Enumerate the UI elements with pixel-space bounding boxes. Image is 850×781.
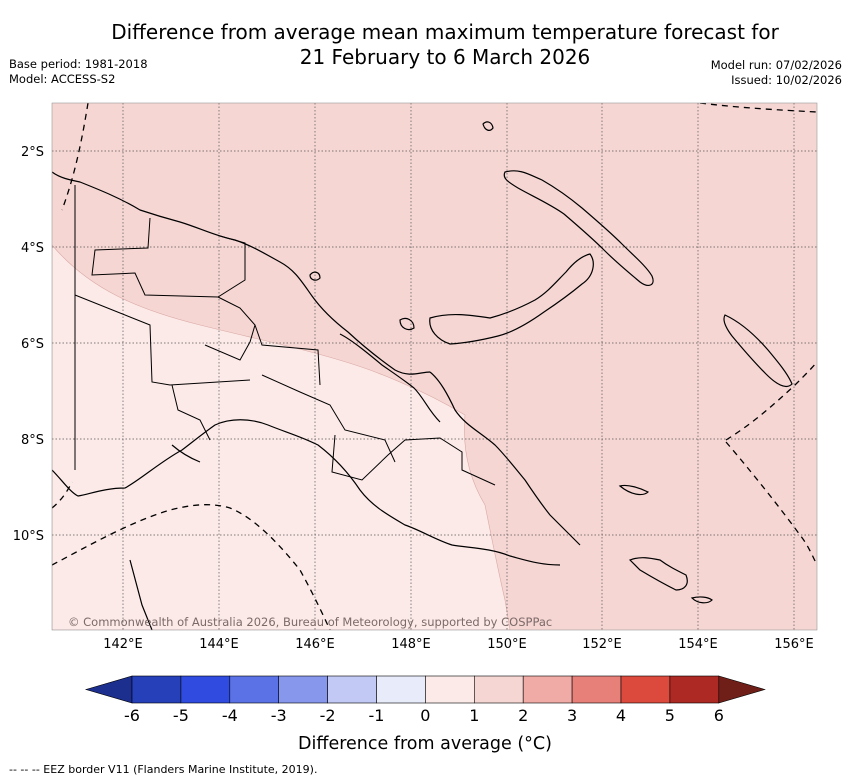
anomaly-region-0-1 — [52, 244, 511, 630]
colorbar-box — [425, 675, 475, 704]
gridlines — [52, 103, 817, 630]
karkar-island — [309, 271, 321, 281]
base-period: Base period: 1981-2018 — [9, 57, 148, 71]
colorbar-box — [327, 675, 377, 704]
colorbar-tick-label: -4 — [222, 706, 238, 725]
manus-island — [482, 121, 494, 131]
colorbar-tick-label: 0 — [420, 706, 430, 725]
lon-label-142e: 142°E — [103, 637, 143, 652]
colorbar-box — [620, 675, 671, 704]
title-line-2: 21 February to 6 March 2026 — [299, 45, 591, 69]
lat-label-6s: 6°S — [21, 337, 44, 352]
base-info: Base period: 1981-2018 Model: ACCESS-S2 — [9, 57, 148, 87]
lat-label-8s: 8°S — [21, 433, 44, 448]
lat-label-10s: 10°S — [13, 529, 44, 544]
louisiade-archipelago — [690, 596, 713, 604]
colorbar-tick-label: 4 — [616, 706, 626, 725]
dentrecasteaux-islands — [628, 557, 688, 591]
new-ireland — [503, 170, 654, 286]
colorbar-tick-label: 2 — [518, 706, 528, 725]
colorbar-box — [131, 675, 182, 704]
colorbar-tick-label: -5 — [173, 706, 189, 725]
colorbar-box — [278, 675, 328, 704]
colorbar-extend-low — [84, 675, 133, 704]
papuan-peninsula-north — [429, 371, 581, 546]
lon-label-154e: 154°E — [678, 637, 718, 652]
new-guinea-south-coast — [52, 419, 561, 566]
colorbar-box — [473, 675, 524, 704]
colorbar-box — [669, 675, 720, 704]
colorbar-tick-label: -2 — [320, 706, 336, 725]
colorbar-box — [180, 675, 231, 704]
lat-label-4s: 4°S — [21, 241, 44, 256]
colorbar-tick-label: -6 — [124, 706, 140, 725]
model-name: Model: ACCESS-S2 — [9, 72, 116, 86]
issued-date: Issued: 10/02/2026 — [731, 73, 842, 87]
trobriand-islands — [618, 484, 650, 496]
lat-label-2s: 2°S — [21, 145, 44, 160]
fly-river-estuary — [171, 444, 201, 463]
lon-label-148e: 148°E — [391, 637, 431, 652]
colorbar-box — [376, 675, 426, 704]
coastlines — [52, 121, 793, 630]
colorbar: -6 -5 -4 -3 -2 -1 0 1 2 3 4 5 6 Difference from aver… — [84, 675, 766, 754]
run-info: Model run: 07/02/2026 Issued: 10/02/2026 — [711, 58, 842, 88]
lon-label-146e: 146°E — [295, 637, 335, 652]
colorbar-tick-label: 1 — [469, 706, 479, 725]
map-frame — [51, 102, 818, 631]
cape-york — [129, 559, 153, 630]
colorbar-box — [522, 675, 573, 704]
attribution: © Commonwealth of Australia 2026, Bureau… — [68, 615, 552, 629]
colorbar-extend-high — [718, 675, 766, 704]
lon-label-156e: 156°E — [774, 637, 814, 652]
eez-legend-note: -- -- -- EEZ border V11 (Flanders Marine… — [9, 763, 318, 776]
colorbar-box — [229, 675, 280, 704]
model-run: Model run: 07/02/2026 — [710, 58, 842, 72]
colorbar-tick-label: -1 — [369, 706, 385, 725]
colorbar-tick-label: -3 — [271, 706, 287, 725]
bougainville — [723, 314, 793, 387]
new-guinea-north-coast — [52, 171, 431, 375]
lon-label-144e: 144°E — [199, 637, 239, 652]
new-britain — [429, 253, 594, 345]
colorbar-tick-label: 3 — [567, 706, 577, 725]
provincial-borders — [74, 185, 496, 486]
eez-borders — [52, 103, 817, 630]
umboi-island — [399, 317, 415, 331]
title-line-1: Difference from average mean maximum tem… — [111, 20, 779, 44]
map-area: © Commonwealth of Australia 2026, Bureau… — [52, 103, 817, 630]
huon-peninsula — [339, 333, 441, 423]
colorbar-tick-label: 5 — [665, 706, 675, 725]
colorbar-box — [571, 675, 622, 704]
map-title: Difference from average mean maximum tem… — [90, 20, 800, 70]
lon-label-150e: 150°E — [487, 637, 527, 652]
lon-label-152e: 152°E — [582, 637, 622, 652]
colorbar-tick-label: 6 — [714, 706, 724, 725]
colorbar-label: Difference from average (°C) — [298, 734, 552, 754]
